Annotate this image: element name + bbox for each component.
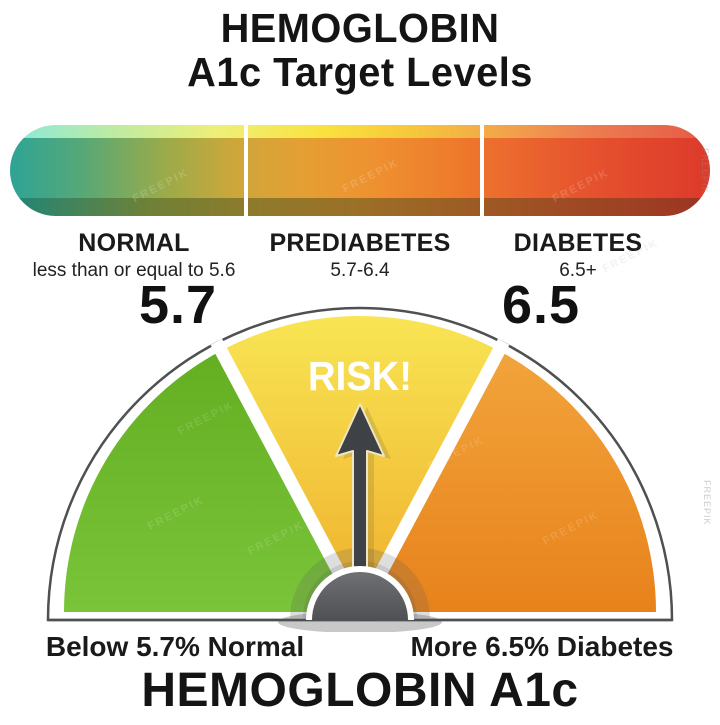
footer-title: HEMOGLOBIN A1c xyxy=(141,664,579,717)
category-prediabetes: PREDIABETES 5.7-6.4 xyxy=(210,230,510,282)
watermark: FREEPIK xyxy=(586,384,646,423)
page-title: HEMOGLOBIN A1c Target Levels xyxy=(0,6,720,94)
category-normal-range: less than or equal to 5.6 xyxy=(32,260,236,281)
gauge-gap-right xyxy=(354,338,510,616)
gauge-segment-diabetes xyxy=(360,350,656,612)
scale-bar-divider-1 xyxy=(244,125,248,216)
category-prediabetes-range: 5.7-6.4 xyxy=(330,260,390,281)
gradient-scale-bar: FREEPIK FREEPIK FREEPIK xyxy=(10,125,710,216)
scale-bar-shadow xyxy=(10,198,710,216)
threshold-upper-value: 6.5 xyxy=(501,275,581,335)
page-title-line2: A1c Target Levels xyxy=(187,49,533,95)
hub xyxy=(312,572,408,620)
category-prediabetes-name: PREDIABETES xyxy=(269,229,451,257)
threshold-lower-value: 5.7 xyxy=(138,275,218,335)
scale-bar-divider-2 xyxy=(480,125,484,216)
scale-bar-highlight xyxy=(10,125,710,138)
page-title-line1: HEMOGLOBIN xyxy=(220,5,500,51)
category-normal: NORMAL less than or equal to 5.6 xyxy=(0,230,284,282)
category-diabetes-range: 6.5+ xyxy=(559,260,597,281)
scale-bar-body xyxy=(10,138,710,198)
gauge-gap-left xyxy=(210,338,366,616)
gauge: RISK! FREEPIK FREEPIK FREEPIK FREEPIK FR… xyxy=(46,306,674,632)
gauge-segment-normal xyxy=(64,350,360,612)
category-normal-name: NORMAL xyxy=(78,229,190,257)
footer-left-label: Below 5.7% Normal xyxy=(45,631,305,662)
category-diabetes: DIABETES 6.5+ xyxy=(428,230,720,282)
footer-right-label: More 6.5% Diabetes xyxy=(410,631,674,662)
category-diabetes-name: DIABETES xyxy=(513,229,643,257)
risk-label: RISK! xyxy=(308,353,412,399)
